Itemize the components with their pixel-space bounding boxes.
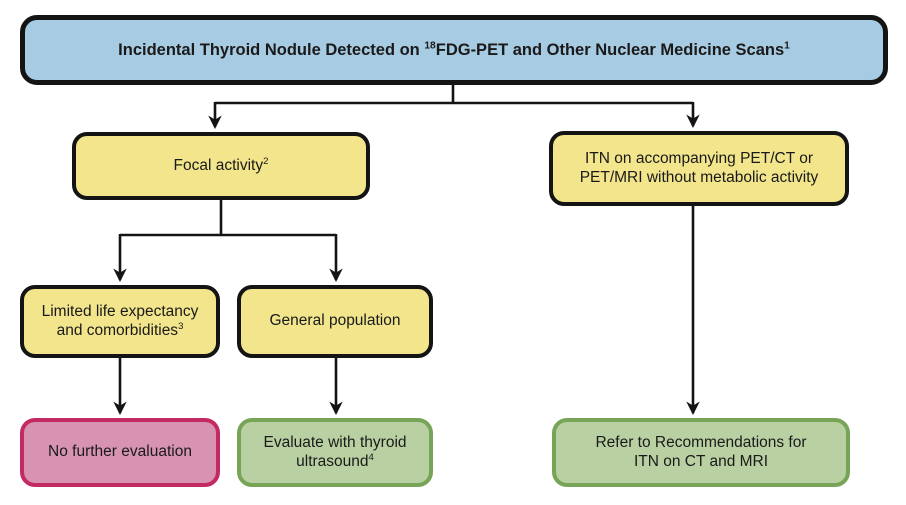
node-limited-label: Limited life expectancy and comorbidities… [34, 303, 206, 341]
node-general-population: General population [237, 285, 433, 358]
node-itn-label: ITN on accompanying PET/CT or PET/MRI wit… [563, 150, 835, 188]
refer-line1: Refer to Recommendations for [595, 433, 807, 451]
focal-text: Focal activity [173, 156, 264, 174]
title-text-1: Incidental Thyroid Nodule Detected on [118, 40, 425, 59]
evaluate-line2: ultrasound [296, 452, 369, 470]
limited-line2: and comorbidities [56, 321, 179, 339]
node-refer-label: Refer to Recommendations for ITN on CT an… [566, 434, 836, 472]
node-no-further-label: No further evaluation [34, 443, 206, 462]
node-title-label: Incidental Thyroid Nodule Detected on 18… [35, 40, 873, 60]
evaluate-superscript-4: 4 [368, 451, 374, 463]
title-superscript-1: 1 [784, 40, 790, 52]
node-no-further-evaluation: No further evaluation [20, 418, 220, 487]
itn-line1: ITN on accompanying PET/CT or [585, 149, 813, 167]
no-further-text: No further evaluation [48, 443, 192, 461]
limited-line1: Limited life expectancy [41, 302, 199, 320]
node-evaluate-ultrasound: Evaluate with thyroid ultrasound4 [237, 418, 433, 487]
node-focal-activity: Focal activity2 [72, 132, 370, 200]
itn-line2: PET/MRI without metabolic activity [579, 168, 819, 186]
node-title: Incidental Thyroid Nodule Detected on 18… [20, 15, 888, 85]
focal-superscript-2: 2 [263, 155, 269, 167]
general-text: General population [269, 312, 401, 330]
node-focal-activity-label: Focal activity2 [86, 155, 356, 176]
refer-line2: ITN on CT and MRI [633, 452, 769, 470]
title-superscript-18: 18 [424, 40, 436, 52]
node-refer-recommendations: Refer to Recommendations for ITN on CT an… [552, 418, 850, 487]
evaluate-line1: Evaluate with thyroid [263, 433, 407, 451]
node-general-label: General population [251, 312, 419, 331]
node-limited-life-expectancy: Limited life expectancy and comorbidities… [20, 285, 220, 358]
node-itn-pet-ct-mri: ITN on accompanying PET/CT or PET/MRI wit… [549, 131, 849, 206]
node-evaluate-label: Evaluate with thyroid ultrasound4 [251, 434, 419, 472]
limited-superscript-3: 3 [178, 320, 184, 332]
title-text-2: FDG-PET and Other Nuclear Medicine Scans [435, 40, 785, 59]
